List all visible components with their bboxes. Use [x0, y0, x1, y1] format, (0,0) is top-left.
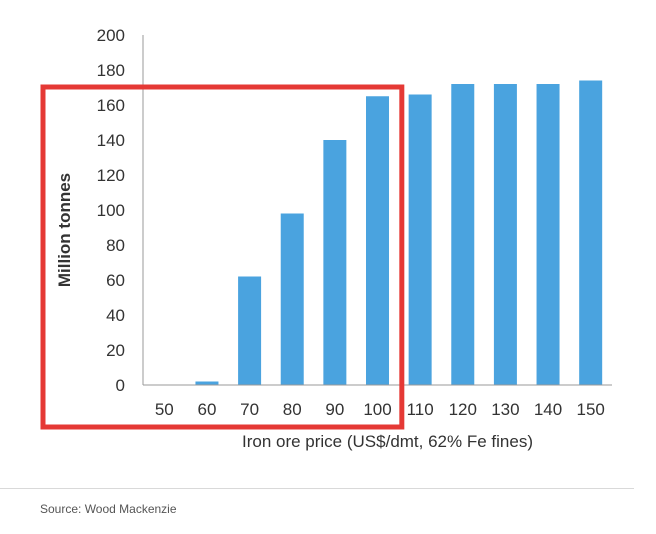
- x-tick-label: 120: [449, 400, 477, 419]
- x-tick-label: 80: [283, 400, 302, 419]
- bar-60: [195, 381, 219, 385]
- y-tick-label: 120: [97, 166, 125, 185]
- x-axis-title: Iron ore price (US$/dmt, 62% Fe fines): [242, 432, 533, 451]
- y-tick-label: 80: [106, 236, 125, 255]
- bar-150: [579, 80, 603, 385]
- bar-120: [451, 84, 475, 385]
- x-tick-label: 140: [534, 400, 562, 419]
- bar-series: [195, 80, 603, 385]
- y-tick-label: 180: [97, 61, 125, 80]
- x-tick-label: 130: [491, 400, 519, 419]
- y-tick-label: 160: [97, 96, 125, 115]
- bar-100: [366, 96, 389, 385]
- y-axis-tick-labels: 0 20 40 60 80 100 120 140 160 180 200: [97, 26, 125, 395]
- y-tick-label: 40: [106, 306, 125, 325]
- x-tick-label: 60: [197, 400, 216, 419]
- bar-70: [238, 276, 262, 385]
- bar-130: [493, 84, 517, 385]
- x-tick-label: 110: [407, 400, 434, 419]
- bar-140: [536, 84, 560, 385]
- x-tick-label: 50: [155, 400, 174, 419]
- y-tick-label: 0: [116, 376, 125, 395]
- bar-90: [323, 140, 347, 385]
- y-tick-label: 20: [106, 341, 125, 360]
- y-tick-label: 60: [106, 271, 125, 290]
- bar-80: [280, 213, 304, 385]
- y-tick-label: 140: [97, 131, 125, 150]
- highlight-rectangle: [40, 84, 405, 430]
- x-tick-label: 100: [363, 400, 391, 419]
- bar-110: [408, 94, 432, 385]
- x-tick-label: 70: [240, 400, 259, 419]
- source-divider: [0, 488, 634, 489]
- x-tick-label: 90: [325, 400, 344, 419]
- y-tick-label: 100: [97, 201, 125, 220]
- source-note: Source: Wood Mackenzie: [40, 502, 177, 516]
- x-axis-tick-labels: 50 60 70 80 90 100 110 120 130 140 150: [155, 400, 605, 419]
- x-tick-label: 150: [576, 400, 604, 419]
- y-tick-label: 200: [97, 26, 125, 45]
- y-axis-title: Million tonnes: [55, 173, 74, 287]
